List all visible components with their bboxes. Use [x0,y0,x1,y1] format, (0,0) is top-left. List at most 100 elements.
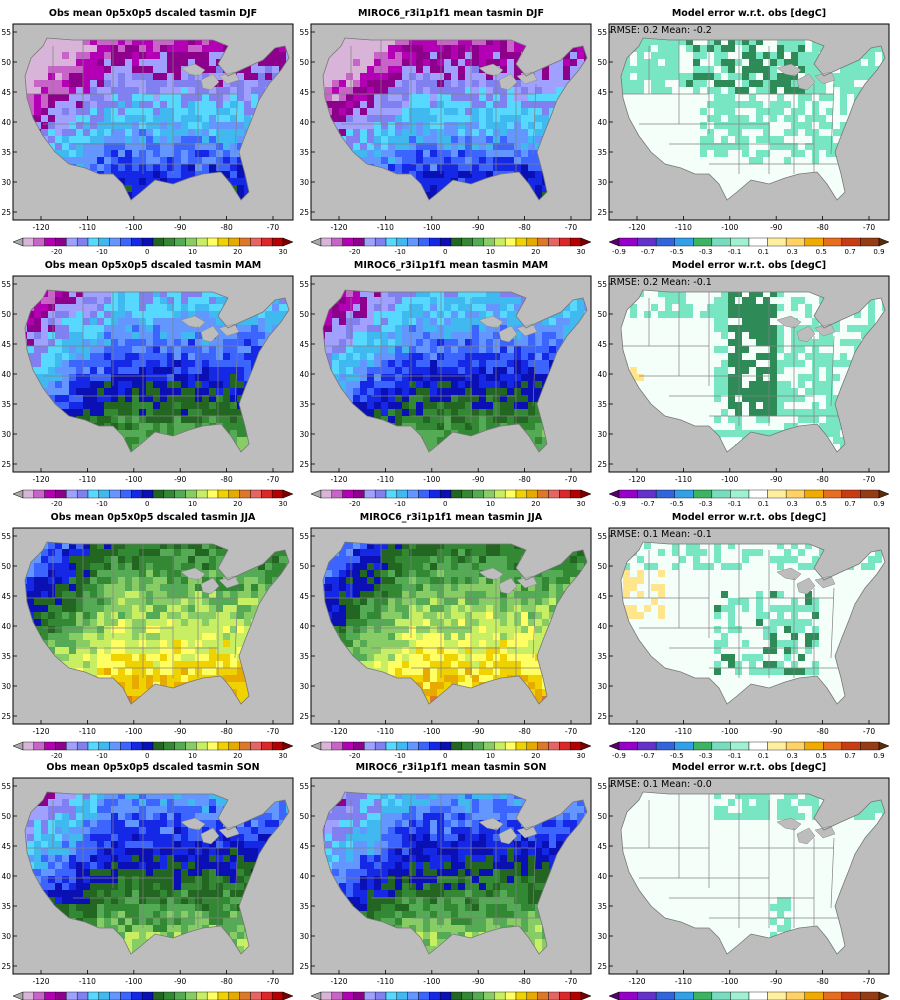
colorbar-segment [860,237,880,247]
colorbar-segment [374,741,387,751]
colorbar-segment [87,741,100,751]
colorbar-segment [66,991,78,1000]
colorbar-segment [537,741,549,751]
colorbar-arrow-right [580,489,592,499]
colorbar-arrow-left [608,489,620,499]
colorbar-label: -0.9 [612,500,626,508]
lon-tick-label: -80 [518,727,530,736]
panel-title: Obs mean 0p5x0p5 dscaled tasmin SON [46,762,259,773]
colorbar-segment [841,237,861,247]
colorbar-segment [98,237,110,247]
colorbar-segment [504,489,517,499]
colorbar-segment [655,991,675,1000]
colorbar-label: -20 [349,752,360,760]
lat-tick-label: 55 [597,532,607,541]
lon-tick-label: -70 [267,727,279,736]
colorbar-segment [261,741,273,751]
colorbar-segment [804,991,824,1000]
colorbar-segment [618,741,638,751]
colorbar-segment [483,991,495,1000]
colorbar-label: 30 [577,248,586,256]
coastline [24,289,290,453]
lon-tick-label: -100 [125,727,142,736]
colorbar-segment [711,741,731,751]
great-lakes [180,315,240,343]
colorbar-segment [261,489,273,499]
colorbar-segment [494,489,506,499]
lon-tick-label: -90 [472,475,484,484]
colorbar-segment [548,489,560,499]
error-stats: RMSE: 0.1 Mean: -0.0 [610,779,712,790]
colorbar-segment [674,741,694,751]
lon-tick-label: -120 [628,223,645,232]
colorbar-segment [548,991,560,1000]
colorbar-segment [655,489,675,499]
colorbar-segment [152,991,165,1000]
colorbar-segment [44,741,56,751]
colorbar-segment [33,741,45,751]
map-panel-obs-jja: Obs mean 0p5x0p5 dscaled tasmin JJA 25 30 3… [1,512,294,760]
colorbar-arrow-left [608,237,620,247]
state-boundaries [623,544,839,678]
great-lakes [478,567,538,595]
lat-tick-label: 55 [299,28,309,37]
colorbar-segment [711,489,731,499]
great-lakes [180,567,240,595]
colorbar-label: -10 [394,500,405,508]
colorbar-segment [33,489,45,499]
colorbar-segment [342,741,354,751]
lon-tick-label: -70 [863,727,875,736]
lon-tick-label: -110 [377,223,394,232]
lat-tick-label: 40 [1,370,11,379]
colorbar-segment [141,489,154,499]
state-boundaries [27,292,243,426]
colorbar-segment [730,741,750,751]
colorbar-segment [320,489,333,499]
state-boundaries [325,544,541,678]
colorbar-segment [271,237,284,247]
colorbar-segment [494,237,506,247]
lon-tick-label: -90 [770,727,782,736]
colorbar-segment [55,489,67,499]
lon-tick-label: -70 [565,223,577,232]
colorbar-segment [33,991,45,1000]
colorbar-segment [823,237,843,247]
lon-tick-label: -80 [518,223,530,232]
colorbar-segment [141,237,154,247]
colorbar-segment [823,741,843,751]
lat-tick-label: 50 [299,812,309,821]
lat-tick-label: 30 [1,430,11,439]
panel-title: Model error w.r.t. obs [degC] [672,260,826,271]
colorbar-label: 20 [531,752,540,760]
colorbar-segment [418,489,430,499]
colorbar-segment [320,237,333,247]
colorbar-segment [823,991,843,1000]
lat-tick-label: 50 [1,58,11,67]
colorbar-segment [429,741,441,751]
colorbar-segment [450,237,463,247]
colorbar-label: -0.3 [699,752,713,760]
lon-tick-label: -100 [423,223,440,232]
colorbar-segment [655,741,675,751]
colorbar-arrow-right [878,741,890,751]
colorbar-segment [33,237,45,247]
colorbar-segment [748,741,768,751]
colorbar-segment [66,237,78,247]
colorbar-segment [120,489,132,499]
colorbar-label: -20 [51,248,62,256]
lat-tick-label: 55 [299,532,309,541]
colorbar-segment [66,489,78,499]
great-lakes [478,315,538,343]
colorbar-segment [364,991,376,1000]
lat-tick-label: 50 [1,812,11,821]
colorbar-arrow-left [310,489,322,499]
colorbar-arrow-right [282,991,294,1000]
lon-tick-label: -100 [423,475,440,484]
lat-tick-label: 40 [1,872,11,881]
lat-tick-label: 50 [299,58,309,67]
colorbar-segment [364,741,376,751]
lat-tick-label: 30 [597,682,607,691]
colorbar-segment [767,991,787,1000]
colorbar-label: -10 [96,752,107,760]
colorbar-arrow-right [878,489,890,499]
